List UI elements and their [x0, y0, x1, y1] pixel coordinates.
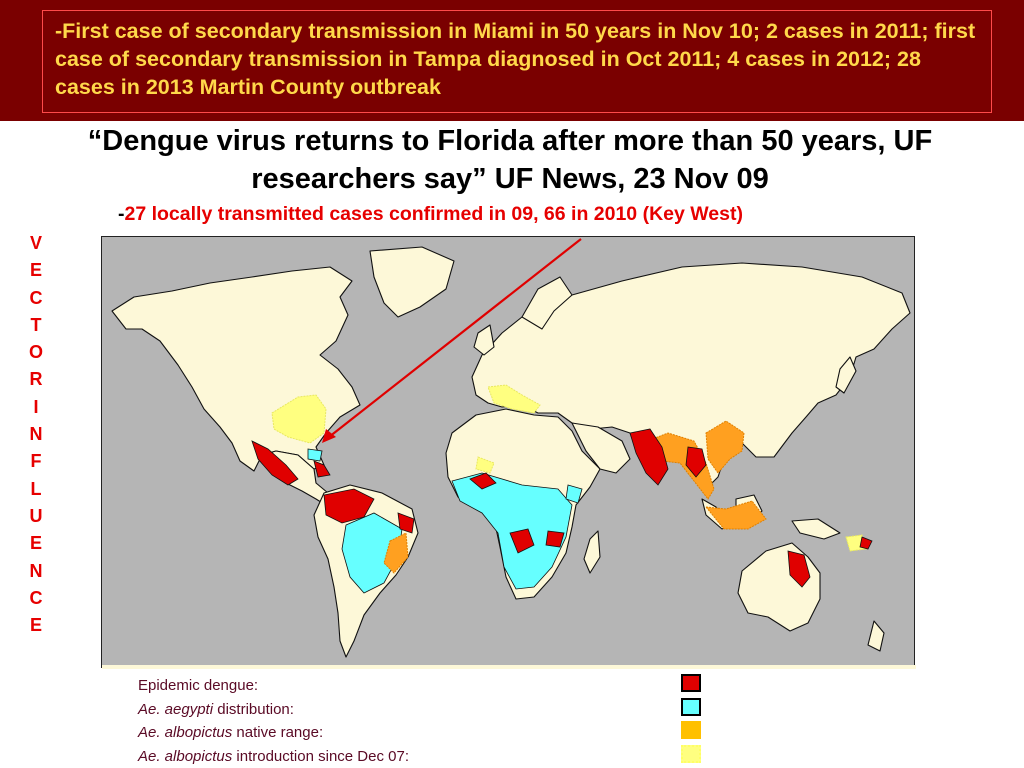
legend-albopictus-native: Ae. albopictus native range:	[138, 721, 718, 745]
land-new-zealand	[867, 620, 885, 652]
swatch-albopictus-intro	[681, 744, 701, 763]
epidemic-central-africa	[509, 528, 535, 554]
land-japan	[835, 356, 857, 394]
intro-west-africa	[475, 456, 495, 474]
side-letter: L	[30, 478, 42, 499]
aegypti-south-america	[341, 512, 403, 594]
epidemic-australia-ne	[787, 550, 811, 588]
side-letter: U	[29, 505, 43, 526]
legend-swatches	[681, 674, 707, 768]
land-uk	[473, 324, 495, 356]
subline: -27 locally transmitted cases confirmed …	[118, 201, 958, 227]
epidemic-caribbean	[313, 460, 331, 478]
epidemic-brazil-northeast	[397, 512, 415, 534]
aegypti-mexico-gulf	[307, 448, 323, 462]
banner-textbox: -First case of secondary transmission in…	[42, 10, 992, 113]
intro-us-east	[271, 394, 327, 444]
swatch-aegypti	[681, 697, 701, 716]
aegypti-east-africa	[565, 484, 583, 504]
subline-text: 27 locally transmitted cases confirmed i…	[124, 203, 744, 225]
epidemic-mexico	[251, 440, 299, 486]
land-new-guinea	[791, 518, 841, 540]
side-letter: C	[29, 287, 43, 308]
epidemic-pacific	[859, 536, 873, 550]
intro-europe	[487, 384, 541, 414]
aegypti-africa	[451, 472, 573, 590]
banner-text: -First case of secondary transmission in…	[55, 19, 976, 99]
land-madagascar	[583, 530, 601, 574]
land-australia	[737, 542, 821, 632]
epidemic-east-africa	[545, 530, 565, 548]
side-letter: I	[33, 396, 39, 417]
legend-albopictus-intro: Ae. albopictus introduction since Dec 07…	[138, 745, 718, 768]
side-letter: V	[29, 233, 42, 253]
side-letter: E	[29, 533, 42, 554]
legend-intro-label: introduction since Dec 07:	[232, 747, 409, 765]
world-map-svg	[102, 238, 916, 669]
side-letter: N	[29, 424, 43, 445]
side-letter: E	[29, 615, 42, 636]
legend-aegypti-label: distribution:	[213, 700, 294, 718]
legend-epidemic-label: Epidemic dengue:	[138, 677, 259, 694]
epidemic-north-south-america	[323, 488, 375, 524]
world-map	[101, 236, 916, 669]
legend-epidemic: Epidemic dengue:	[138, 674, 718, 698]
native-brazil	[383, 532, 409, 574]
side-letter: F	[30, 451, 42, 472]
swatch-epidemic	[681, 674, 701, 692]
arrow-to-florida	[322, 238, 582, 443]
legend-intro-species: Ae. albopictus	[138, 747, 233, 765]
legend-aegypti: Ae. aegypti distribution:	[138, 698, 718, 722]
epidemic-indochina	[685, 446, 707, 478]
land-scandinavia	[521, 276, 573, 330]
top-banner: -First case of secondary transmission in…	[0, 0, 1024, 121]
epidemic-india	[629, 428, 669, 486]
side-letter: O	[28, 342, 43, 363]
subline-dash: -	[118, 203, 125, 225]
legend-aegypti-species: Ae. aegypti	[138, 700, 214, 718]
headline: “Dengue virus returns to Florida after m…	[87, 125, 933, 195]
side-letter: E	[29, 260, 42, 281]
side-letter: R	[29, 369, 43, 390]
side-letter: T	[30, 314, 42, 335]
side-letter: N	[29, 560, 43, 581]
native-indonesia	[704, 500, 767, 530]
land-arabia	[571, 422, 631, 474]
land-antarctica-edge	[102, 665, 916, 669]
legend-native-label: native range:	[232, 724, 324, 741]
legend: Epidemic dengue: Ae. aegypti distributio…	[138, 674, 718, 768]
land-greenland	[369, 246, 455, 318]
native-east-asia	[705, 420, 745, 474]
epidemic-west-africa	[469, 472, 497, 490]
swatch-albopictus-native	[681, 721, 701, 739]
side-letter: C	[29, 587, 43, 608]
legend-native-species: Ae. albopictus	[138, 724, 233, 741]
